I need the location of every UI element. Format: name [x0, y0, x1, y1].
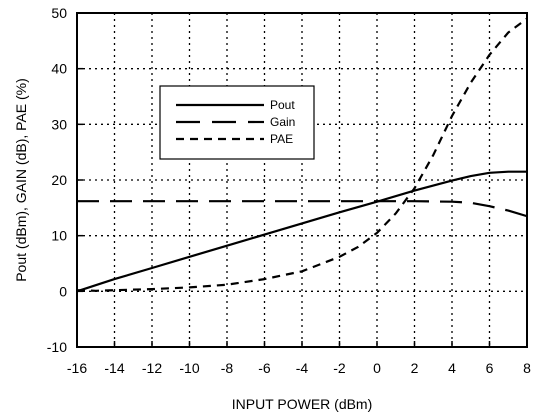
y-tick-label: 0	[59, 283, 67, 299]
x-axis-title: INPUT POWER (dBm)	[232, 396, 373, 412]
x-tick-label: 4	[448, 360, 456, 376]
x-tick-label: -8	[221, 360, 234, 376]
series-layer	[76, 17, 528, 293]
x-tick-label: -2	[333, 360, 346, 376]
y-tick-label: 10	[51, 228, 67, 244]
x-tick-label: 0	[373, 360, 381, 376]
y-axis-title: Pout (dBm), GAIN (dB), PAE (%)	[13, 78, 29, 282]
x-tick-label: -4	[296, 360, 309, 376]
axis-ticks: -16 -14 -12 -10 -8 -6 -4 -2 0 2 4 6 8 -10 0 10 20 30 40 50	[47, 5, 531, 376]
y-tick-label: 50	[51, 5, 67, 21]
x-tick-label: -14	[104, 360, 124, 376]
legend-label-pae: PAE	[270, 132, 293, 146]
x-tick-label: -6	[258, 360, 271, 376]
series-line-gain	[77, 200, 528, 218]
series-line-pae	[76, 17, 528, 292]
y-tick-label: 40	[51, 61, 67, 77]
legend-label-gain: Gain	[270, 115, 295, 129]
x-tick-label: -12	[142, 360, 162, 376]
series-line-pout	[76, 170, 527, 293]
x-tick-label: 2	[411, 360, 419, 376]
legend-label-pout: Pout	[270, 98, 295, 112]
grid	[77, 13, 527, 347]
x-tick-label: 8	[523, 360, 531, 376]
legend: Pout Gain PAE	[159, 85, 315, 160]
y-tick-label: -10	[47, 339, 67, 355]
x-tick-label: -10	[179, 360, 199, 376]
y-tick-label: 20	[51, 172, 67, 188]
y-tick-label: 30	[51, 116, 67, 132]
x-tick-label: -16	[67, 360, 87, 376]
x-tick-label: 6	[486, 360, 494, 376]
